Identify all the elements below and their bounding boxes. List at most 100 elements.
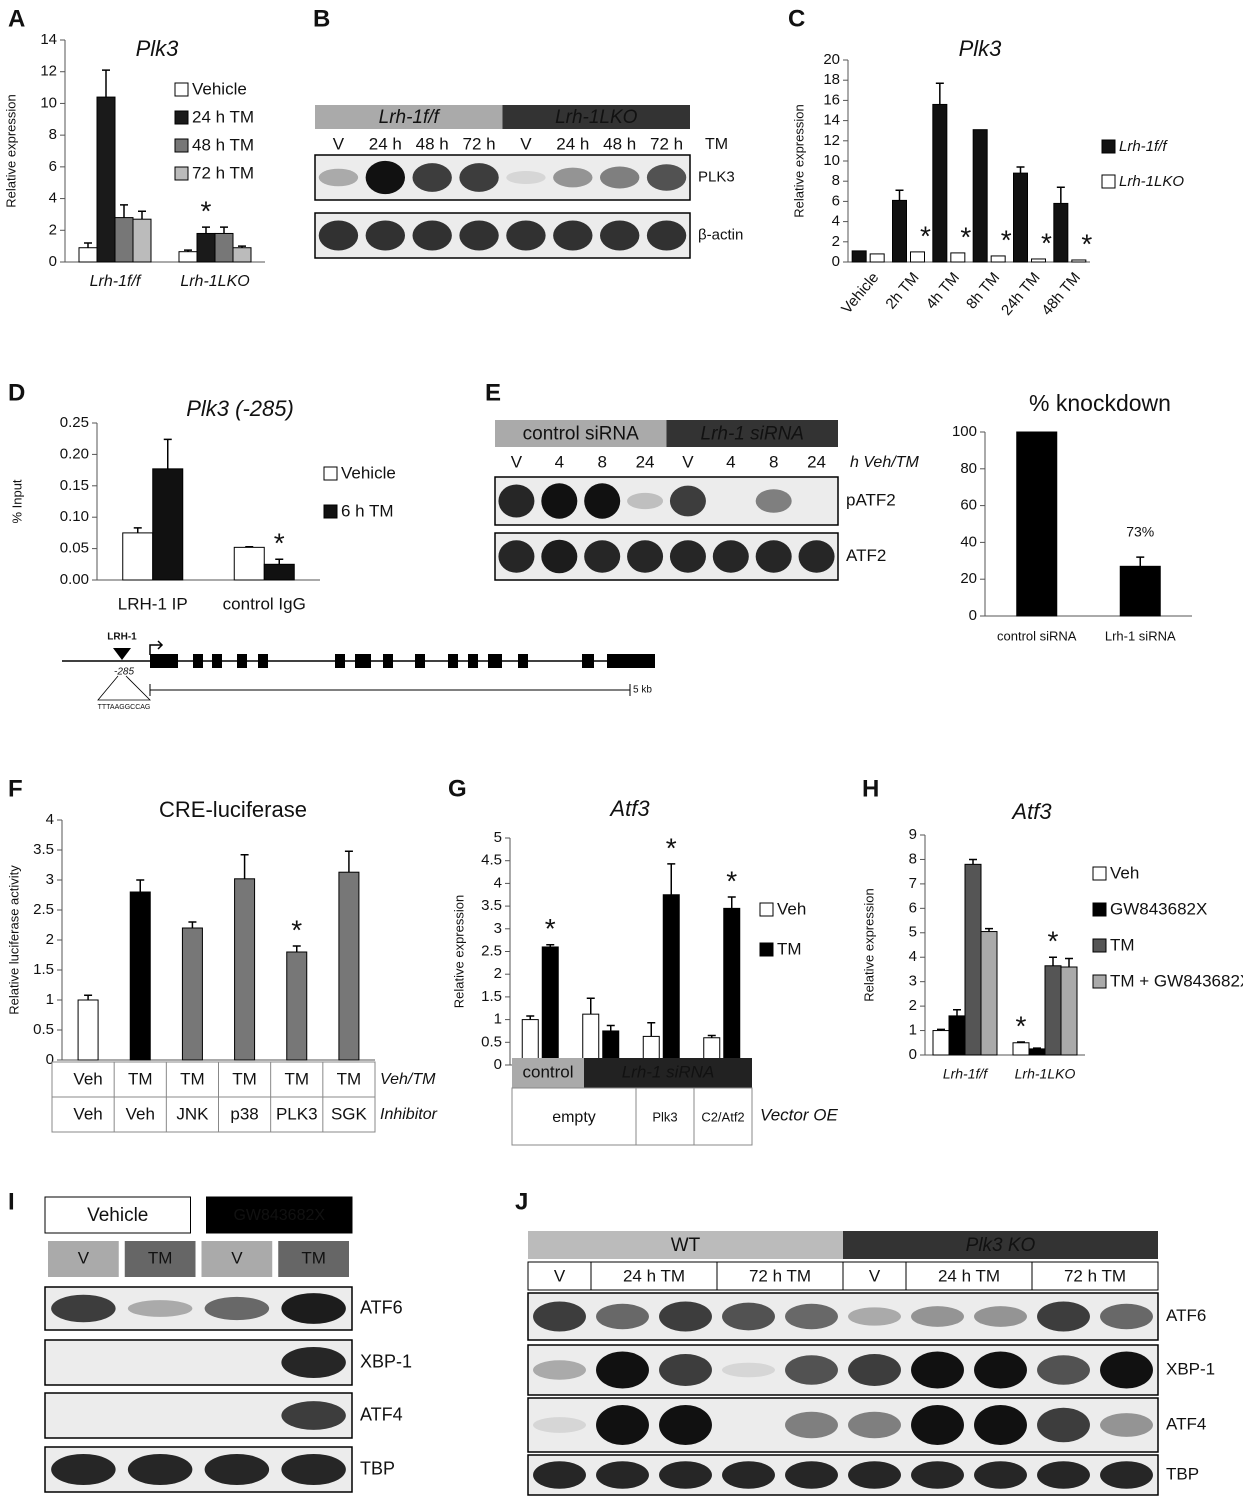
lane-label: 4 <box>726 452 735 471</box>
y-tick-label: 1 <box>46 991 54 1008</box>
bar <box>980 931 998 1056</box>
error-bar <box>220 226 228 234</box>
band <box>669 485 706 517</box>
band <box>281 1293 346 1324</box>
band <box>755 540 792 573</box>
legend-label: TM <box>777 939 802 958</box>
x-tick-label: 24h TM <box>998 269 1044 319</box>
bar <box>181 927 203 1061</box>
y-tick-label: 9 <box>909 826 917 843</box>
band <box>596 1405 649 1445</box>
exon <box>518 654 528 668</box>
y-tick-label: 60 <box>960 497 977 514</box>
error-bar <box>1033 1047 1041 1049</box>
bar <box>964 863 982 1056</box>
sirna-control <box>512 1058 584 1088</box>
x-tick-label: 48h TM <box>1038 269 1084 319</box>
y-tick-label: 4 <box>49 190 57 207</box>
bar <box>1028 1048 1046 1056</box>
blot-row-label: ATF4 <box>1166 1414 1206 1433</box>
chart-title: Plk3 (-285) <box>186 396 294 421</box>
y-tick-label: 4 <box>832 213 840 230</box>
x-tick-label: Lrh-1 siRNA <box>1105 628 1176 643</box>
factor-label: LRH-1 <box>107 632 137 643</box>
exon <box>448 654 458 668</box>
bar <box>541 946 559 1066</box>
gene-diagram: LRH-1 -285 TTTAAGGCCAG 5 kb <box>62 632 655 711</box>
y-tick-label: 0 <box>909 1046 917 1063</box>
lane-box <box>124 1241 196 1277</box>
x-tick-label: 4h TM <box>923 269 963 312</box>
band <box>1037 1407 1090 1443</box>
y-axis-title: Relative expression <box>3 94 18 207</box>
y-tick-label: 2 <box>494 965 502 982</box>
exon <box>607 654 655 668</box>
significance-star: * <box>201 196 212 227</box>
lane-label: 72 h TM <box>749 1266 811 1285</box>
bar <box>932 1030 950 1056</box>
y-tick-label: 3 <box>909 973 917 990</box>
y-tick-label: 18 <box>823 71 840 88</box>
legend-label: TM <box>1110 935 1135 954</box>
x-tick-label: LRH-1 IP <box>118 594 188 613</box>
table-cell: Veh <box>73 1069 102 1088</box>
panel-label: E <box>485 379 501 406</box>
lane-label: 24 h <box>556 134 589 153</box>
bar <box>232 247 252 263</box>
band <box>659 1405 712 1445</box>
lane-label: V <box>511 452 523 471</box>
legend-label: Lrh-1LKO <box>1119 173 1184 190</box>
legend-label: 6 h TM <box>341 501 394 520</box>
y-tick-label: 1 <box>494 1011 502 1028</box>
site-label: -285 <box>114 667 134 678</box>
band <box>318 168 359 187</box>
blot-header-label: control siRNA <box>523 424 639 445</box>
exon <box>383 654 393 668</box>
bar <box>662 894 680 1066</box>
bar <box>233 546 265 581</box>
blot-header-label: GW843682X <box>233 1207 325 1224</box>
y-tick-label: 12 <box>40 63 57 80</box>
band <box>541 539 578 574</box>
blot-row-label: ATF6 <box>360 1297 403 1317</box>
lane-label: V <box>682 452 694 471</box>
y-tick-label: 0.5 <box>33 1021 54 1038</box>
y-tick-label: 8 <box>49 126 57 143</box>
error-bar <box>727 896 736 909</box>
annotation: 73% <box>1126 524 1154 540</box>
vector-label: C2/Atf2 <box>701 1109 744 1124</box>
error-bar <box>586 997 595 1015</box>
error-bar <box>292 945 301 952</box>
error-bar <box>1136 556 1145 567</box>
legend-swatch <box>759 902 774 917</box>
scale-label: 5 kb <box>633 685 652 696</box>
error-bar <box>647 1022 656 1037</box>
band <box>785 1411 838 1439</box>
band <box>596 1461 649 1489</box>
band <box>533 1360 586 1380</box>
lane-label: 72 h TM <box>1064 1266 1126 1285</box>
y-tick-label: 1 <box>909 1022 917 1039</box>
band <box>506 170 546 185</box>
bar <box>132 218 152 263</box>
band <box>974 1405 1027 1445</box>
blot-header <box>528 1231 843 1259</box>
legend-swatch <box>1092 902 1107 917</box>
panel-label: B <box>313 5 330 32</box>
band <box>281 1401 346 1430</box>
legend-swatch <box>323 466 338 481</box>
bar <box>1016 431 1058 617</box>
sequence-label: TTTAAGGCCAG <box>98 704 151 711</box>
significance-star: * <box>291 914 302 945</box>
y-tick-label: 0 <box>46 1051 54 1068</box>
error-bar <box>344 850 353 873</box>
tss-arrowhead <box>157 640 164 650</box>
band <box>498 540 535 573</box>
y-tick-label: 2.5 <box>481 942 502 959</box>
legend-label: Veh <box>1110 863 1139 882</box>
significance-star: * <box>274 528 285 559</box>
error-bar <box>969 858 977 865</box>
blot-header <box>206 1196 353 1234</box>
lane-label: V <box>520 134 532 153</box>
band <box>755 489 792 513</box>
